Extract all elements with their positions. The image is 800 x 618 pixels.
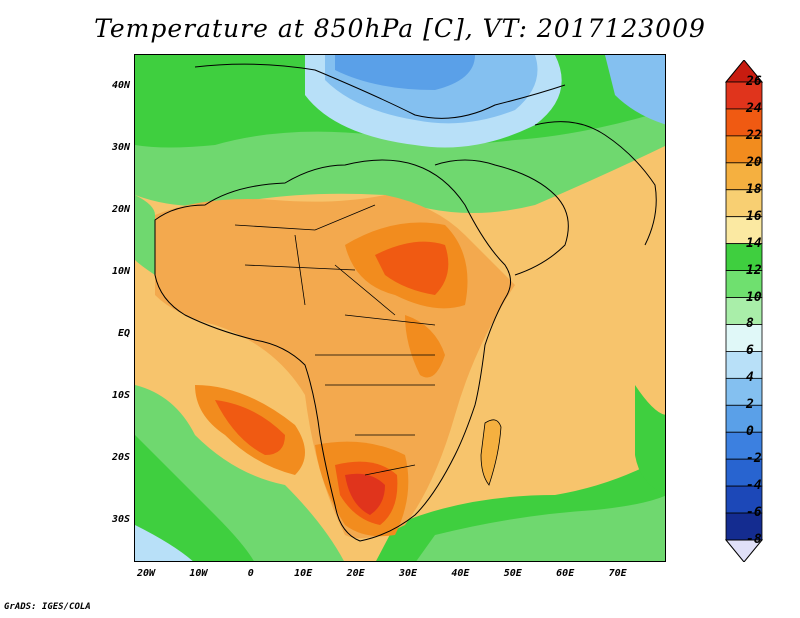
colorbar-tick-label: -6 bbox=[746, 505, 762, 521]
lat-label: 30N bbox=[111, 142, 130, 153]
lat-label: 40N bbox=[111, 80, 130, 91]
colorbar-segment bbox=[725, 458, 763, 487]
colorbar-segment bbox=[725, 351, 763, 379]
colorbar-tick-label: 2 bbox=[746, 397, 754, 413]
colorbar-segment bbox=[725, 431, 763, 460]
colorbar-tick-label: 22 bbox=[746, 127, 762, 143]
colorbar-segment bbox=[725, 216, 763, 245]
lon-label: 60E bbox=[556, 568, 575, 579]
software-credit: GrADS: IGES/COLA bbox=[4, 602, 91, 612]
colorbar-tick-label: 18 bbox=[746, 181, 762, 197]
colorbar-segment bbox=[725, 108, 763, 137]
lon-label: 10E bbox=[294, 568, 313, 579]
colorbar-segment bbox=[725, 243, 763, 271]
map-title: Temperature at 850hPa [C], VT: 201712300… bbox=[94, 14, 706, 43]
colorbar-tick-label: 14 bbox=[746, 235, 762, 251]
colorbar-tick-label: 26 bbox=[746, 74, 762, 89]
colorbar-segment bbox=[725, 270, 763, 298]
colorbar-tick-label: 8 bbox=[746, 316, 754, 332]
colorbar-tick-label: 20 bbox=[746, 154, 762, 170]
colorbar-tick-label: -4 bbox=[746, 478, 762, 494]
colorbar-tick-label: -2 bbox=[746, 451, 762, 467]
colorbar-tick-label: 0 bbox=[746, 424, 754, 440]
colorbar-segment bbox=[725, 377, 763, 406]
colorbar-tick-label: -8 bbox=[746, 532, 762, 547]
colorbar-tick-label: 12 bbox=[746, 262, 762, 278]
lat-label: 10N bbox=[111, 266, 130, 277]
colorbar-segment bbox=[725, 297, 763, 325]
lat-label: EQ bbox=[117, 328, 130, 339]
lon-label: 30E bbox=[398, 568, 418, 579]
colorbar-tick-label: 4 bbox=[746, 370, 754, 386]
colorbar-segment bbox=[725, 324, 763, 352]
lon-label: 50E bbox=[503, 568, 522, 579]
colorbar-tick-label: 6 bbox=[746, 343, 754, 359]
colorbar-segment bbox=[725, 512, 763, 541]
colorbar-bottom-arrow bbox=[724, 539, 764, 562]
colorbar-segment bbox=[725, 81, 763, 110]
colorbar-segment bbox=[725, 162, 763, 191]
lat-label: 30S bbox=[111, 514, 130, 525]
lon-label: 20E bbox=[346, 568, 365, 579]
lon-label: 40E bbox=[451, 568, 470, 579]
colorbar-segment bbox=[725, 135, 763, 164]
map-area bbox=[134, 54, 666, 562]
colorbar-segment bbox=[725, 485, 763, 514]
temperature-field bbox=[135, 55, 665, 561]
lon-label: 20W bbox=[136, 568, 156, 579]
lon-label: 10W bbox=[189, 568, 208, 579]
colorbar-tick-label: 16 bbox=[746, 208, 762, 224]
colorbar-segment bbox=[725, 404, 763, 433]
lat-label: 20S bbox=[111, 452, 130, 463]
colorbar-tick-label: 10 bbox=[746, 289, 762, 305]
lat-label: 10S bbox=[111, 390, 130, 401]
lon-label: 70E bbox=[608, 568, 627, 579]
lon-label: 0 bbox=[247, 568, 254, 579]
lat-label: 20N bbox=[111, 204, 130, 215]
colorbar-segment bbox=[725, 189, 763, 218]
colorbar-tick-label: 24 bbox=[746, 100, 762, 116]
colorbar bbox=[724, 60, 764, 562]
